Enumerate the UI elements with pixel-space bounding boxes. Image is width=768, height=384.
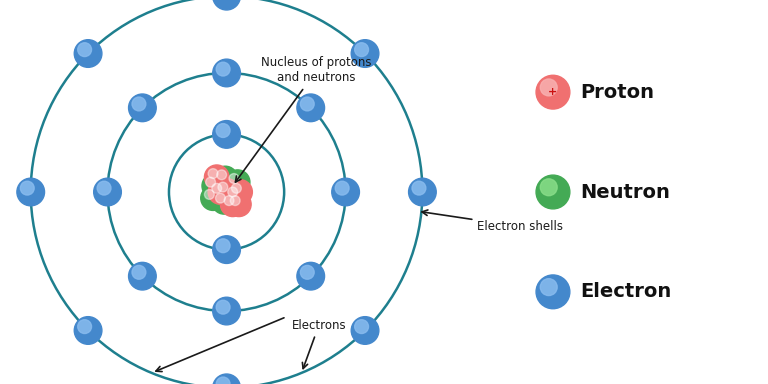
Circle shape bbox=[536, 275, 570, 309]
Circle shape bbox=[204, 190, 214, 199]
Circle shape bbox=[224, 196, 234, 205]
Circle shape bbox=[213, 236, 240, 263]
Circle shape bbox=[409, 178, 436, 206]
Circle shape bbox=[216, 377, 230, 384]
Text: Neutron: Neutron bbox=[580, 182, 670, 202]
Circle shape bbox=[412, 181, 425, 195]
Circle shape bbox=[78, 43, 91, 56]
Circle shape bbox=[218, 182, 228, 192]
Circle shape bbox=[297, 94, 325, 122]
Circle shape bbox=[216, 124, 230, 137]
Circle shape bbox=[74, 317, 102, 344]
Circle shape bbox=[228, 180, 253, 204]
Circle shape bbox=[230, 196, 240, 205]
Circle shape bbox=[351, 40, 379, 67]
Circle shape bbox=[335, 181, 349, 195]
Circle shape bbox=[212, 184, 222, 193]
Circle shape bbox=[231, 184, 241, 193]
Circle shape bbox=[217, 170, 227, 180]
Circle shape bbox=[224, 184, 249, 208]
Text: Electron: Electron bbox=[580, 282, 671, 301]
Circle shape bbox=[216, 300, 230, 314]
Circle shape bbox=[20, 181, 34, 195]
Circle shape bbox=[74, 40, 102, 67]
Circle shape bbox=[132, 265, 146, 279]
Circle shape bbox=[200, 186, 225, 210]
Circle shape bbox=[97, 181, 111, 195]
Circle shape bbox=[214, 179, 239, 203]
Circle shape bbox=[541, 79, 557, 96]
Text: Electrons: Electrons bbox=[292, 319, 346, 369]
Circle shape bbox=[541, 279, 557, 296]
Circle shape bbox=[300, 265, 314, 279]
Circle shape bbox=[229, 174, 239, 184]
Circle shape bbox=[213, 166, 237, 191]
Text: +: + bbox=[548, 87, 558, 97]
Circle shape bbox=[212, 190, 237, 214]
Circle shape bbox=[297, 262, 325, 290]
Circle shape bbox=[227, 192, 251, 217]
Circle shape bbox=[536, 175, 570, 209]
Circle shape bbox=[204, 165, 229, 190]
Circle shape bbox=[202, 174, 227, 198]
Circle shape bbox=[355, 320, 369, 334]
Circle shape bbox=[213, 121, 240, 148]
Text: Electron shells: Electron shells bbox=[422, 210, 564, 233]
Circle shape bbox=[541, 179, 557, 196]
Circle shape bbox=[132, 97, 146, 111]
Circle shape bbox=[208, 169, 218, 179]
Circle shape bbox=[355, 43, 369, 56]
Circle shape bbox=[206, 177, 216, 187]
Circle shape bbox=[17, 178, 45, 206]
Circle shape bbox=[536, 75, 570, 109]
Circle shape bbox=[128, 94, 156, 122]
Circle shape bbox=[213, 0, 240, 10]
Circle shape bbox=[225, 170, 250, 194]
Circle shape bbox=[94, 178, 121, 206]
Circle shape bbox=[300, 97, 314, 111]
Circle shape bbox=[213, 374, 240, 384]
Text: Proton: Proton bbox=[580, 83, 654, 102]
Circle shape bbox=[213, 297, 240, 325]
Circle shape bbox=[213, 59, 240, 87]
Circle shape bbox=[216, 193, 225, 203]
Circle shape bbox=[220, 192, 245, 217]
Circle shape bbox=[216, 62, 230, 76]
Circle shape bbox=[78, 320, 91, 334]
Circle shape bbox=[332, 178, 359, 206]
Circle shape bbox=[208, 180, 233, 204]
Text: Nucleus of protons
and neutrons: Nucleus of protons and neutrons bbox=[236, 56, 372, 182]
Circle shape bbox=[216, 239, 230, 253]
Circle shape bbox=[128, 262, 156, 290]
Circle shape bbox=[351, 317, 379, 344]
Circle shape bbox=[228, 187, 237, 197]
